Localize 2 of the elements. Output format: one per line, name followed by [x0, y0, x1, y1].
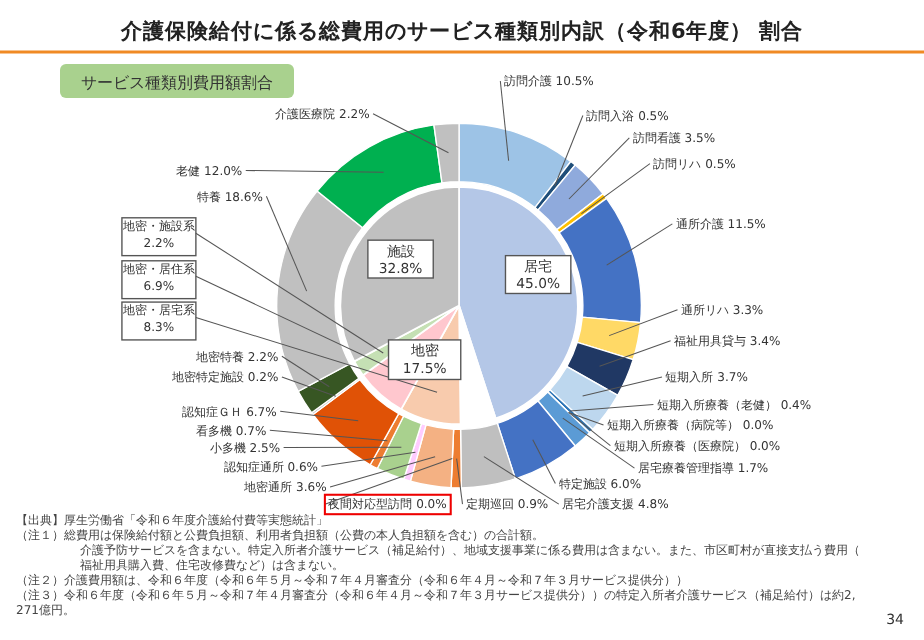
chart-title: 介護保険給付に係る総費用のサービス種類別内訳（令和6年度） 割合 — [119, 18, 803, 44]
chart-subtitle: サービス種類別費用額割合 — [81, 74, 273, 92]
